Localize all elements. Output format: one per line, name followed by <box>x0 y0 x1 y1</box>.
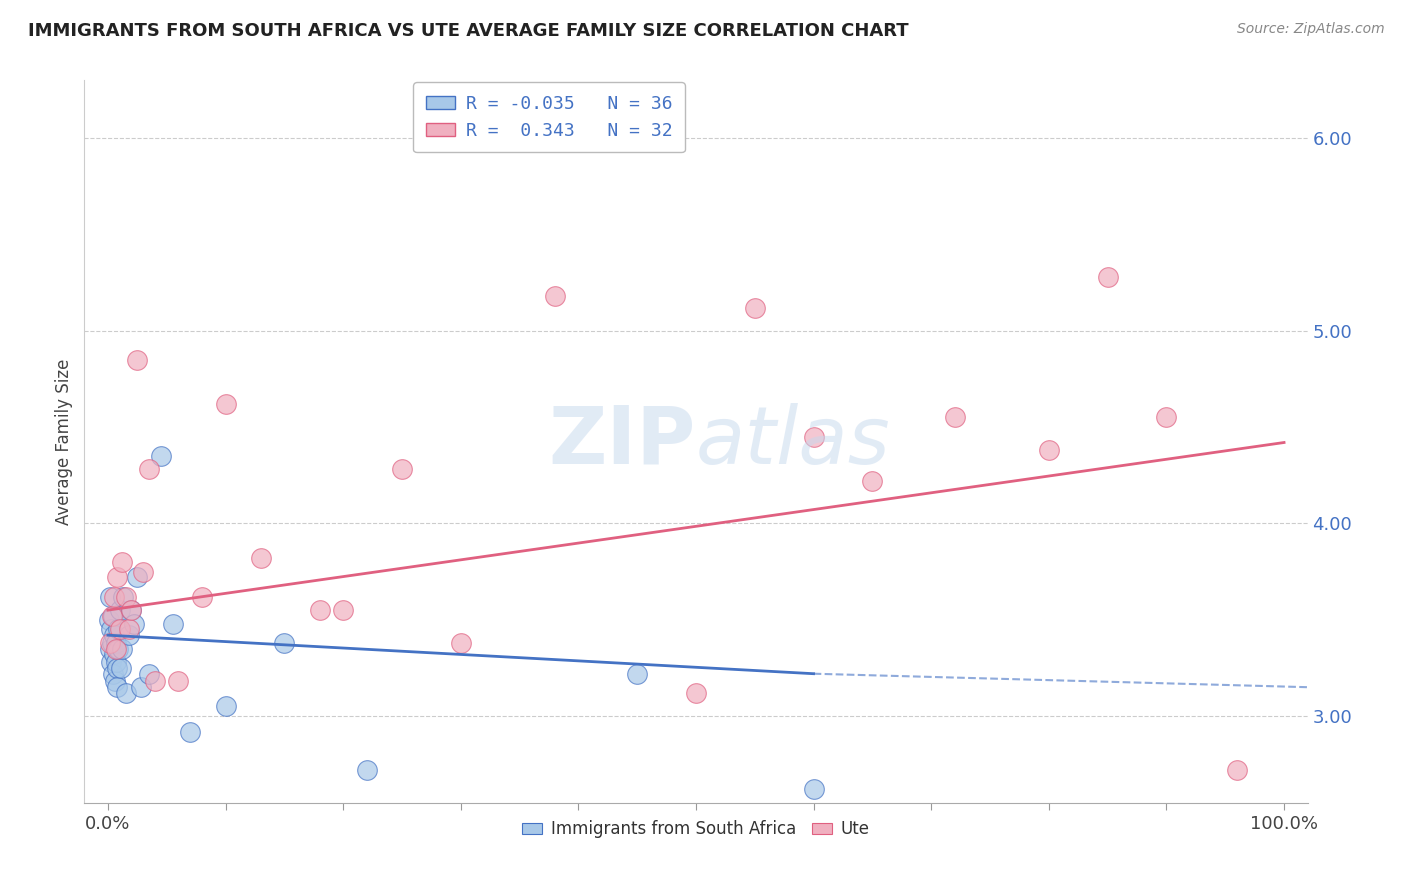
Point <box>105 570 128 584</box>
Point <box>803 782 825 797</box>
Point <box>143 674 166 689</box>
Point <box>249 551 271 566</box>
Point <box>308 603 330 617</box>
Point <box>129 680 152 694</box>
Point <box>803 430 825 444</box>
Point <box>111 555 134 569</box>
Point <box>162 616 184 631</box>
Y-axis label: Average Family Size: Average Family Size <box>55 359 73 524</box>
Point <box>107 641 129 656</box>
Point <box>103 628 125 642</box>
Point <box>101 608 124 623</box>
Point <box>104 674 127 689</box>
Point <box>98 590 121 604</box>
Point <box>107 623 129 637</box>
Point <box>685 686 707 700</box>
Point <box>103 590 125 604</box>
Point <box>943 410 966 425</box>
Point <box>127 352 149 367</box>
Text: IMMIGRANTS FROM SOUTH AFRICA VS UTE AVERAGE FAMILY SIZE CORRELATION CHART: IMMIGRANTS FROM SOUTH AFRICA VS UTE AVER… <box>28 22 908 40</box>
Point <box>860 474 883 488</box>
Point <box>108 623 131 637</box>
Point <box>744 301 766 315</box>
Point <box>214 397 236 411</box>
Point <box>98 613 121 627</box>
Point <box>98 636 121 650</box>
Point <box>111 641 134 656</box>
Text: Source: ZipAtlas.com: Source: ZipAtlas.com <box>1237 22 1385 37</box>
Point <box>179 724 201 739</box>
Point <box>1156 410 1178 425</box>
Point <box>1097 269 1119 284</box>
Point <box>114 686 136 700</box>
Point <box>108 603 131 617</box>
Point <box>391 462 413 476</box>
Point <box>332 603 354 617</box>
Point <box>98 641 121 656</box>
Point <box>127 570 149 584</box>
Point <box>149 449 172 463</box>
Point <box>120 603 142 617</box>
Point <box>103 648 125 662</box>
Point <box>544 289 567 303</box>
Point <box>450 636 472 650</box>
Point <box>118 628 141 642</box>
Point <box>1226 763 1249 777</box>
Point <box>138 462 160 476</box>
Point <box>1038 443 1060 458</box>
Point <box>105 661 128 675</box>
Legend: Immigrants from South Africa, Ute: Immigrants from South Africa, Ute <box>516 814 876 845</box>
Point <box>214 699 236 714</box>
Point <box>132 565 155 579</box>
Point <box>122 616 145 631</box>
Point <box>105 680 128 694</box>
Point <box>114 590 136 604</box>
Point <box>191 590 214 604</box>
Point <box>167 674 190 689</box>
Point <box>105 636 128 650</box>
Point <box>118 623 141 637</box>
Point <box>101 666 124 681</box>
Point <box>110 661 132 675</box>
Point <box>120 603 142 617</box>
Point <box>138 666 160 681</box>
Point <box>626 666 648 681</box>
Text: atlas: atlas <box>696 402 891 481</box>
Point <box>104 641 127 656</box>
Point <box>112 590 135 604</box>
Point <box>101 636 124 650</box>
Point <box>104 655 127 669</box>
Point <box>100 623 122 637</box>
Text: ZIP: ZIP <box>548 402 696 481</box>
Point <box>101 608 124 623</box>
Point <box>273 636 295 650</box>
Point <box>100 655 122 669</box>
Point <box>356 763 378 777</box>
